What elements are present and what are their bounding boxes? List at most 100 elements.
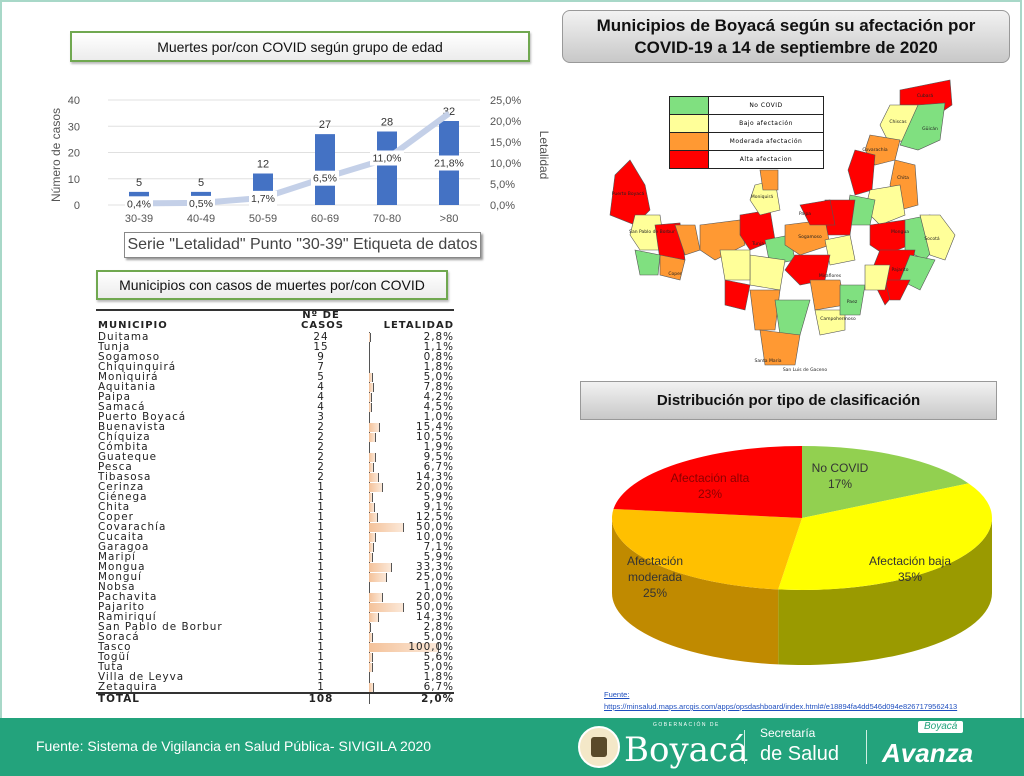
letalidad-cell: 2,0% bbox=[421, 693, 454, 705]
y-tick-label: 10 bbox=[68, 174, 80, 186]
casos-cell: 4 bbox=[317, 391, 325, 403]
casos-cell: 1 bbox=[317, 521, 325, 533]
letalidad-cell: 14,3% bbox=[415, 611, 454, 623]
casos-cell: 24 bbox=[313, 331, 329, 343]
casos-cell: 1 bbox=[317, 491, 325, 503]
casos-cell: 2 bbox=[317, 421, 325, 433]
letalidad-cell: 1,0% bbox=[423, 411, 454, 423]
letalidad-cell: 5,0% bbox=[423, 631, 454, 643]
letalidad-databar bbox=[369, 683, 374, 692]
letalidad-cell: 15,4% bbox=[415, 421, 454, 433]
municipality-label: San Luis de Gaceno bbox=[783, 367, 828, 373]
letalidad-databar bbox=[369, 633, 373, 642]
table-row: Cucaita 1 10,0% bbox=[96, 532, 454, 542]
table-row: Pachavita 1 20,0% bbox=[96, 592, 454, 602]
letalidad-databar bbox=[369, 603, 404, 612]
letalidad-cell: 50,0% bbox=[415, 601, 454, 613]
table-row: Ciénega 1 5,9% bbox=[96, 492, 454, 502]
casos-cell: 2 bbox=[317, 461, 325, 473]
municipio-cell: Cerinza bbox=[98, 481, 145, 493]
municipio-cell: Aquitania bbox=[98, 381, 157, 393]
casos-cell: 1 bbox=[317, 571, 325, 583]
table-row: Samacá 4 4,5% bbox=[96, 402, 454, 412]
letalidad-cell: 5,9% bbox=[423, 551, 454, 563]
letalidad-databar bbox=[369, 503, 376, 512]
col-letalidad: LETALIDAD bbox=[383, 320, 454, 331]
line-value-label: 11,0% bbox=[373, 153, 402, 165]
letalidad-databar bbox=[369, 423, 380, 432]
age-chart-title: Muertes por/con COVID según grupo de eda… bbox=[70, 31, 530, 62]
divider bbox=[744, 730, 745, 764]
table-row: Villa de Leyva 1 1,8% bbox=[96, 672, 454, 682]
age-chart-title-text: Muertes por/con COVID según grupo de eda… bbox=[157, 38, 443, 55]
letalidad-databar bbox=[369, 333, 371, 342]
casos-cell: 1 bbox=[317, 651, 325, 663]
municipality-label: Santa María bbox=[755, 357, 782, 364]
pie-label: Afectación bbox=[627, 554, 683, 568]
municipality-label: Pajarito bbox=[892, 267, 909, 273]
line-value-label: 0,4% bbox=[127, 198, 151, 210]
pie-title: Distribución por tipo de clasificación bbox=[580, 381, 997, 420]
casos-cell: 9 bbox=[317, 351, 325, 363]
x-tick-label: >80 bbox=[440, 213, 459, 225]
y2-tick-label: 5,0% bbox=[490, 179, 515, 191]
casos-cell: 1 bbox=[317, 511, 325, 523]
letalidad-databar bbox=[369, 453, 376, 462]
table-row: Ramiriquí 1 14,3% bbox=[96, 612, 454, 622]
municipality-region bbox=[799, 199, 836, 226]
table-row: Nobsa 1 1,0% bbox=[96, 582, 454, 592]
table-row: Pesca 2 6,7% bbox=[96, 462, 454, 472]
municipality-label: Chita bbox=[897, 175, 909, 181]
municipio-cell: Pesca bbox=[98, 461, 133, 473]
municipality-region bbox=[724, 279, 751, 311]
x-tick-label: 60-69 bbox=[311, 213, 339, 225]
letalidad-databar bbox=[369, 393, 372, 402]
table-row: Soracá 1 5,0% bbox=[96, 632, 454, 642]
letalidad-databar bbox=[369, 543, 374, 552]
letalidad-cell: 12,5% bbox=[415, 511, 454, 523]
municipio-cell: Pachavita bbox=[98, 591, 158, 603]
legend-label: Moderada afectación bbox=[729, 138, 803, 145]
casos-cell: 1 bbox=[317, 641, 325, 653]
letalidad-cell: 1,1% bbox=[423, 341, 454, 353]
municipio-cell: Chíquiza bbox=[98, 431, 151, 443]
letalidad-databar bbox=[369, 433, 377, 442]
pie-label: moderada bbox=[628, 570, 682, 584]
bar bbox=[315, 134, 335, 205]
letalidad-cell: 1,9% bbox=[423, 441, 454, 453]
x-tick-label: 30-39 bbox=[125, 213, 153, 225]
table-row: Tibasosa 2 14,3% bbox=[96, 472, 454, 482]
municipio-cell: Maripí bbox=[98, 551, 136, 563]
letalidad-cell: 4,5% bbox=[423, 401, 454, 413]
pie-slice bbox=[613, 446, 802, 518]
bar-value-label: 28 bbox=[381, 117, 393, 129]
letalidad-cell: 2,8% bbox=[423, 331, 454, 343]
y2-tick-label: 0,0% bbox=[490, 200, 515, 212]
gobernacion-label: GOBERNACIÓN DE bbox=[653, 722, 720, 728]
y2-axis-label: Letalidad bbox=[537, 131, 551, 180]
letalidad-cell: 4,2% bbox=[423, 391, 454, 403]
municipality-label: Moniquirá bbox=[751, 193, 774, 200]
municipio-cell: Moniquirá bbox=[98, 371, 159, 383]
pie-label: Afectación baja bbox=[869, 554, 951, 568]
casos-cell: 1 bbox=[317, 541, 325, 553]
municipality-label: Socotá bbox=[924, 235, 940, 242]
letalidad-databar bbox=[369, 593, 383, 602]
letalidad-cell: 10,5% bbox=[415, 431, 454, 443]
municipality-label: Miraflores bbox=[819, 273, 842, 279]
municipality-region bbox=[629, 214, 666, 251]
letalidad-databar bbox=[369, 623, 371, 632]
bar-value-label: 27 bbox=[319, 119, 331, 131]
x-tick-label: 40-49 bbox=[187, 213, 215, 225]
letalidad-databar bbox=[369, 403, 373, 412]
source-link[interactable]: https://minsalud.maps.arcgis.com/apps/op… bbox=[604, 702, 958, 711]
letalidad-databar bbox=[369, 413, 370, 422]
letalidad-databar bbox=[369, 443, 371, 452]
casos-cell: 1 bbox=[317, 551, 325, 563]
letalidad-databar bbox=[369, 643, 439, 652]
table-row: Tunja 15 1,1% bbox=[96, 342, 454, 352]
table-row: Garagoa 1 7,1% bbox=[96, 542, 454, 552]
pie-label: No COVID bbox=[812, 461, 869, 475]
municipality-label: Tunja bbox=[751, 241, 764, 247]
legend-label: No COVID bbox=[749, 102, 783, 109]
